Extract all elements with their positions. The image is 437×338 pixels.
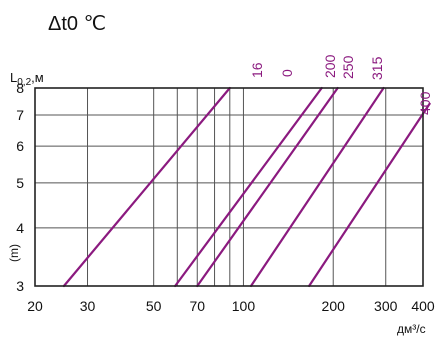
y-axis-side-label: (m) xyxy=(7,244,21,262)
series-line-250 xyxy=(249,86,385,288)
series-label-250: 250 xyxy=(340,55,356,79)
plot-frame xyxy=(34,87,424,287)
y-tick-label: 4 xyxy=(16,220,24,236)
series-label-16: 16 xyxy=(249,62,265,78)
y-axis-label-unit: ,м xyxy=(31,70,44,85)
series-layer xyxy=(62,86,431,288)
y-tick-label: 6 xyxy=(16,138,24,154)
series-label-315: 315 xyxy=(369,56,385,80)
series-labels: 16 0 200 250 315 400 xyxy=(249,54,433,115)
x-axis-label: дм³/с xyxy=(397,322,426,336)
x-tick-label: 50 xyxy=(146,298,162,314)
y-tick-label: 8 xyxy=(16,80,24,96)
series-label-400: 400 xyxy=(417,91,433,115)
x-tick-label: 200 xyxy=(322,298,346,314)
chart-title: Δt0 ℃ xyxy=(48,13,106,35)
series-line-0 xyxy=(174,86,323,288)
x-tick-label: 400 xyxy=(411,298,435,314)
y-axis-label-subscript: 0,2 xyxy=(17,77,31,88)
x-tick-label: 100 xyxy=(232,298,256,314)
y-tick-label: 3 xyxy=(16,278,24,294)
x-tick-label: 30 xyxy=(80,298,96,314)
series-label-200: 200 xyxy=(322,54,338,78)
y-axis-label-main: L xyxy=(10,70,17,85)
x-tick-label: 70 xyxy=(189,298,205,314)
series-line-200 xyxy=(196,86,339,288)
tick-labels: 20 30 50 70 100 200 300 400 3 4 5 6 7 8 xyxy=(16,80,435,314)
series-label-0: 0 xyxy=(279,69,295,77)
y-tick-label: 5 xyxy=(16,175,24,191)
series-line-16 xyxy=(62,86,231,288)
y-axis-label: L0,2,м xyxy=(10,70,44,88)
x-tick-label: 20 xyxy=(27,298,43,314)
series-line-315 xyxy=(307,102,431,288)
x-tick-label: 300 xyxy=(374,298,398,314)
y-tick-label: 7 xyxy=(16,107,24,123)
